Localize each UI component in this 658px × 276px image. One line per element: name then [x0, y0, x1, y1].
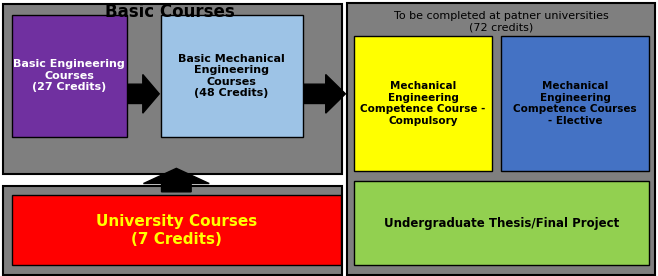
- Text: Mechanical
Engineering
Competence Course -
Compulsory: Mechanical Engineering Competence Course…: [361, 81, 486, 126]
- Text: To be completed at patner universities
(72 credits): To be completed at patner universities (…: [394, 11, 609, 33]
- Text: Mechanical
Engineering
Competence Courses
- Elective: Mechanical Engineering Competence Course…: [513, 81, 637, 126]
- FancyBboxPatch shape: [12, 15, 127, 137]
- Text: Undergraduate Thesis/Final Project: Undergraduate Thesis/Final Project: [384, 217, 619, 230]
- FancyBboxPatch shape: [354, 181, 649, 265]
- FancyBboxPatch shape: [501, 36, 649, 171]
- Text: Basic Mechanical
Engineering
Courses
(48 Credits): Basic Mechanical Engineering Courses (48…: [178, 54, 285, 98]
- FancyArrow shape: [304, 75, 345, 113]
- FancyBboxPatch shape: [347, 3, 655, 275]
- FancyArrow shape: [128, 75, 159, 113]
- Text: Basic Engineering
Courses
(27 Credits): Basic Engineering Courses (27 Credits): [13, 59, 125, 92]
- FancyBboxPatch shape: [3, 186, 342, 275]
- FancyBboxPatch shape: [12, 195, 341, 265]
- FancyBboxPatch shape: [354, 36, 492, 171]
- Text: University Courses
(7 Credits): University Courses (7 Credits): [95, 214, 257, 247]
- FancyArrow shape: [143, 168, 209, 192]
- FancyBboxPatch shape: [3, 4, 342, 174]
- Text: Basic Courses: Basic Courses: [105, 3, 235, 22]
- FancyBboxPatch shape: [161, 15, 303, 137]
